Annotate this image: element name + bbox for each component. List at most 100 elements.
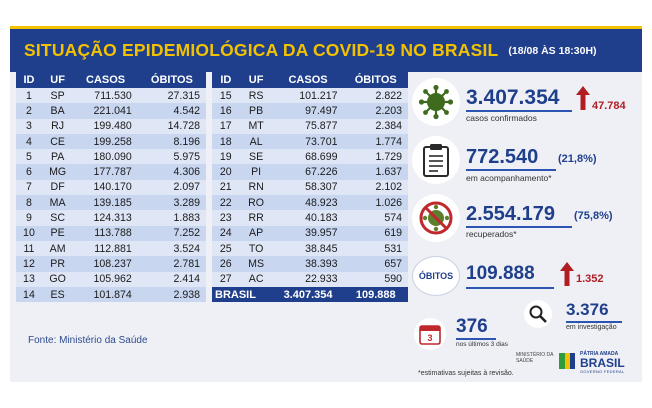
cell-deaths: 27.315 xyxy=(137,88,206,104)
report-date: (18/08 ÀS 18:30H) xyxy=(508,44,597,57)
table-header-row: ID UF CASOS ÓBITOS xyxy=(16,72,206,88)
table-row: 11 AM 112.881 3.524 xyxy=(16,240,206,257)
last3days-value: 376 xyxy=(456,316,488,337)
recovered-pct: (75,8%) xyxy=(574,210,613,222)
cell-id: 20 xyxy=(212,164,240,180)
page-title: SITUAÇÃO EPIDEMIOLÓGICA DA COVID-19 NO B… xyxy=(24,40,499,60)
cell-cases: 108.237 xyxy=(73,256,138,272)
cell-uf: MS xyxy=(239,256,273,272)
cell-cases: 199.480 xyxy=(73,118,138,134)
cell-cases: 101.217 xyxy=(272,88,344,104)
table-row: 7 DF 140.170 2.097 xyxy=(16,179,206,196)
cell-cases: 711.530 xyxy=(73,88,138,104)
cell-cases: 221.041 xyxy=(73,103,138,119)
brazil-flag-icon xyxy=(559,353,575,369)
title-bar: SITUAÇÃO EPIDEMIOLÓGICA DA COVID-19 NO B… xyxy=(10,26,642,72)
table-row: 12 PR 108.237 2.781 xyxy=(16,256,206,272)
cell-id: 26 xyxy=(212,256,240,272)
table-row: 24 AP 39.957 619 xyxy=(212,225,408,241)
col-uf: UF xyxy=(239,72,273,88)
cell-id: 13 xyxy=(16,271,42,287)
table-row: 8 MA 139.185 3.289 xyxy=(16,195,206,211)
cell-deaths: 7.252 xyxy=(137,225,206,241)
cell-uf: BA xyxy=(41,103,74,119)
cell-uf: MA xyxy=(41,195,74,211)
table-row: 26 MS 38.393 657 xyxy=(212,256,408,272)
cell-deaths: 590 xyxy=(343,271,408,287)
cell-deaths: 2.384 xyxy=(343,118,408,134)
total-label: BRASIL xyxy=(212,286,273,303)
table-row: 22 RO 48.923 1.026 xyxy=(212,195,408,211)
ministry-line-2: SAÚDE xyxy=(516,358,534,364)
up-arrow-icon xyxy=(576,86,590,110)
cell-uf: AP xyxy=(239,225,273,241)
total-cases: 3.407.354 xyxy=(272,286,344,303)
cell-id: 7 xyxy=(16,179,42,196)
cell-cases: 58.307 xyxy=(272,179,344,196)
last3days-label: nos últimos 3 dias xyxy=(456,341,509,348)
confirmed-delta: 47.784 xyxy=(592,100,626,112)
cell-id: 1 xyxy=(16,88,42,104)
cell-id: 21 xyxy=(212,179,240,196)
col-deaths: ÓBITOS xyxy=(137,72,206,88)
table-row: 14 ES 101.874 2.938 xyxy=(16,286,206,303)
cell-deaths: 14.728 xyxy=(137,118,206,134)
investigation-value: 3.376 xyxy=(566,300,609,319)
cell-cases: 48.923 xyxy=(272,195,344,211)
cell-id: 9 xyxy=(16,210,42,226)
cell-uf: RJ xyxy=(41,118,74,134)
table-row: 18 AL 73.701 1.774 xyxy=(212,133,408,150)
cell-deaths: 2.203 xyxy=(343,103,408,119)
confirmed-value: 3.407.354 xyxy=(466,86,560,109)
table-row: 13 GO 105.962 2.414 xyxy=(16,271,206,287)
cell-cases: 68.699 xyxy=(272,149,344,165)
total-deaths: 109.888 xyxy=(343,286,408,303)
cell-cases: 40.183 xyxy=(272,210,344,226)
cell-id: 15 xyxy=(212,88,240,104)
recovered-label: recuperados* xyxy=(466,229,517,239)
col-id: ID xyxy=(212,72,240,88)
cell-cases: 139.185 xyxy=(73,195,138,211)
table-row: 6 MG 177.787 4.306 xyxy=(16,164,206,180)
deaths-underline xyxy=(466,287,554,289)
cell-uf: RO xyxy=(239,195,273,211)
clipboard-icon xyxy=(412,136,460,184)
cell-deaths: 1.774 xyxy=(343,133,408,150)
ministry-line-1: MINISTÉRIO DA xyxy=(516,352,554,358)
cell-cases: 67.226 xyxy=(272,164,344,180)
cell-deaths: 1.883 xyxy=(137,210,206,226)
table-row: 16 PB 97.497 2.203 xyxy=(212,103,408,119)
cell-id: 8 xyxy=(16,195,42,211)
cell-deaths: 4.542 xyxy=(137,103,206,119)
cell-cases: 177.787 xyxy=(73,164,138,180)
cell-uf: RR xyxy=(239,210,273,226)
deaths-value: 109.888 xyxy=(466,263,535,284)
cell-cases: 38.845 xyxy=(272,240,344,257)
up-arrow-icon xyxy=(560,262,574,286)
cell-deaths: 5.975 xyxy=(137,149,206,165)
col-deaths: ÓBITOS xyxy=(343,72,408,88)
cell-deaths: 1.729 xyxy=(343,149,408,165)
table-row: 17 MT 75.877 2.384 xyxy=(212,118,408,134)
table-row: 23 RR 40.183 574 xyxy=(212,210,408,226)
cell-deaths: 531 xyxy=(343,240,408,257)
cell-deaths: 2.822 xyxy=(343,88,408,104)
virus-icon xyxy=(412,78,460,126)
cell-cases: 101.874 xyxy=(73,286,138,303)
cell-cases: 112.881 xyxy=(73,240,138,257)
monitoring-label: em acompanhamento* xyxy=(466,173,552,183)
table-row: 10 PE 113.788 7.252 xyxy=(16,225,206,241)
monitoring-value: 772.540 xyxy=(466,146,539,168)
cell-uf: CE xyxy=(41,133,74,150)
cell-id: 16 xyxy=(212,103,240,119)
recovered-value: 2.554.179 xyxy=(466,203,555,225)
cell-deaths: 2.938 xyxy=(137,286,206,303)
table-row: 21 RN 58.307 2.102 xyxy=(212,179,408,196)
calendar-icon: 3 xyxy=(414,318,446,350)
cell-uf: MG xyxy=(41,164,74,180)
cell-id: 24 xyxy=(212,225,240,241)
monitoring-underline xyxy=(466,169,556,171)
cell-uf: SC xyxy=(41,210,74,226)
cell-deaths: 8.196 xyxy=(137,133,206,150)
cell-id: 4 xyxy=(16,133,42,150)
